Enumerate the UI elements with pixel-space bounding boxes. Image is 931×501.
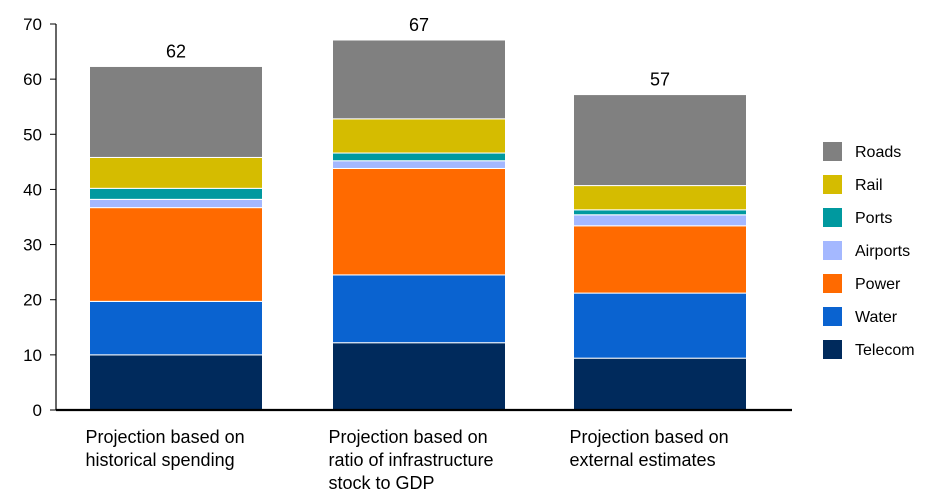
bar-segment-water [332, 274, 506, 344]
bar-segment-airports [332, 160, 506, 169]
category-labels: Projection based on historical spendingPr… [86, 427, 729, 493]
y-tick-label: 60 [23, 70, 42, 89]
legend-label-ports: Ports [855, 210, 892, 227]
category-label-line: ratio of infrastructure [329, 450, 494, 470]
category-label-line: Projection based on [570, 427, 729, 447]
legend-swatch-water [823, 307, 842, 326]
bar-segment-ports [332, 152, 506, 162]
bar-segment-rail [332, 118, 506, 154]
bar-segment-ports [89, 187, 263, 200]
legend-label-water: Water [855, 309, 898, 326]
legend-label-airports: Airports [855, 243, 910, 260]
legend-swatch-rail [823, 175, 842, 194]
legend-swatch-airports [823, 241, 842, 260]
legend-label-rail: Rail [855, 177, 883, 194]
category-label-line: historical spending [86, 450, 235, 470]
bar-segment-rail [573, 185, 747, 211]
bar-segment-rail [89, 156, 263, 189]
y-tick-label: 70 [23, 15, 42, 34]
legend-swatch-roads [823, 142, 842, 161]
y-tick-label: 10 [23, 346, 42, 365]
bar-segment-telecom [573, 357, 747, 411]
category-label-line: stock to GDP [329, 473, 435, 493]
bar-segment-power [332, 167, 506, 276]
legend-swatch-power [823, 274, 842, 293]
bar-segment-roads [89, 65, 263, 158]
bar-total-label: 67 [409, 15, 429, 35]
category-label: Projection based on ratio of infrastructu… [329, 427, 494, 493]
bar-segment-airports [573, 214, 747, 227]
bar-segment-water [89, 300, 263, 356]
bar-segment-roads [573, 94, 747, 187]
legend-label-telecom: Telecom [855, 342, 915, 359]
bar-segment-ports [573, 209, 747, 216]
y-tick-label: 40 [23, 180, 42, 199]
y-tick-label: 20 [23, 291, 42, 310]
y-tick-label: 0 [33, 401, 42, 420]
y-axis: 0 10 20 30 40 50 60 70 [23, 15, 57, 420]
bar-segment-telecom [89, 354, 263, 411]
bar-segment-roads [332, 39, 506, 120]
bar-segment-power [89, 207, 263, 302]
bar-segment-airports [89, 198, 263, 209]
bar-segment-power [573, 225, 747, 294]
legend: Roads Rail Ports Airports Power Water Telecom [823, 142, 915, 359]
legend-swatch-ports [823, 208, 842, 227]
bar-segment-water [573, 292, 747, 359]
category-label-line: external estimates [570, 450, 716, 470]
bar-total-label: 57 [650, 70, 670, 90]
category-label-line: Projection based on [329, 427, 488, 447]
total-labels: 62 67 57 [166, 15, 670, 90]
bars [89, 39, 747, 411]
category-label: Projection based on external estimates [570, 427, 729, 470]
bar-segment-telecom [332, 342, 506, 411]
legend-label-roads: Roads [855, 144, 901, 161]
category-label-line: Projection based on [86, 427, 245, 447]
legend-swatch-telecom [823, 340, 842, 359]
y-tick-label: 50 [23, 125, 42, 144]
category-label: Projection based on historical spending [86, 427, 245, 470]
legend-label-power: Power [855, 276, 901, 293]
y-tick-label: 30 [23, 236, 42, 255]
bar-total-label: 62 [166, 41, 186, 61]
